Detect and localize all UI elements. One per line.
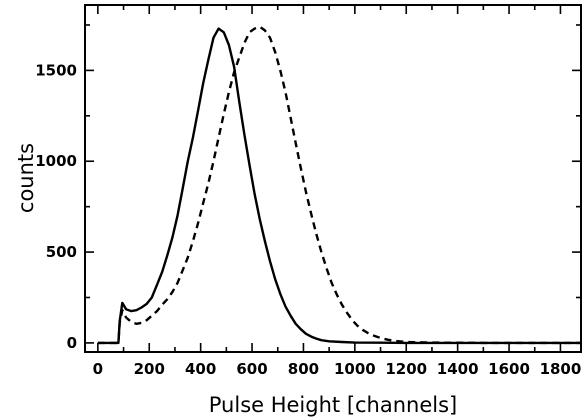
x-tick-label: 0 (93, 360, 103, 378)
x-tick-label: 200 (134, 360, 165, 378)
x-tick-label: 600 (236, 360, 267, 378)
y-tick-label: 0 (67, 334, 77, 352)
x-tick-label: 800 (288, 360, 319, 378)
series-group (97, 25, 581, 345)
axes: 0 200 400 600 800 1000 1200 1400 1600 1800 0 500 100… (35, 5, 581, 378)
x-tick-label: 400 (185, 360, 216, 378)
x-tick-label: 1200 (385, 360, 427, 378)
y-tick-label: 1000 (35, 152, 77, 170)
series-line-dashed (97, 25, 581, 345)
x-tick-label: 1000 (334, 360, 376, 378)
y-axis-title: counts (14, 143, 38, 213)
y-tick-label: 1500 (35, 61, 77, 79)
x-axis-title: Pulse Height [channels] (209, 393, 458, 417)
x-tick-label: 1600 (488, 360, 530, 378)
x-tick-label: 1400 (437, 360, 479, 378)
y-tick-label: 500 (46, 243, 77, 261)
x-tick-label: 1800 (540, 360, 582, 378)
series-line-solid (97, 27, 581, 345)
plot-frame (84, 4, 582, 353)
